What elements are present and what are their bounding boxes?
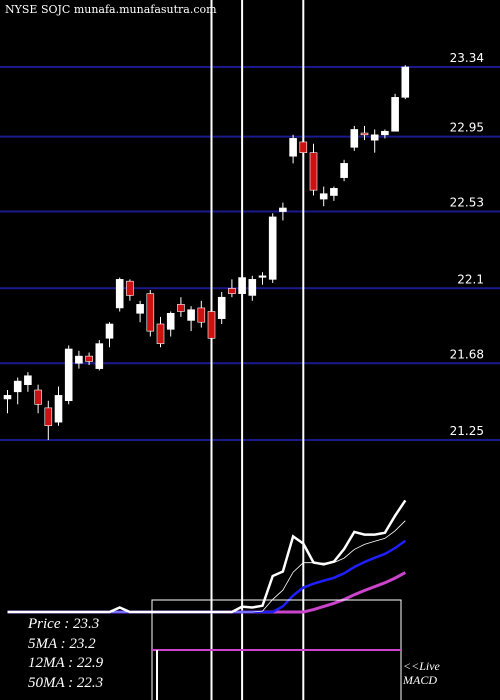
- candle-up: [95, 343, 104, 369]
- y-tick-label: 22.53: [450, 196, 484, 210]
- candle-up: [64, 348, 73, 402]
- candle-up: [54, 395, 63, 423]
- candle-up: [330, 188, 338, 196]
- y-tick-label: 21.25: [450, 424, 484, 438]
- candle-down: [309, 152, 318, 191]
- ma5-stat: 5MA : 23.2: [28, 635, 96, 652]
- candle-down: [126, 280, 134, 296]
- macd-box: [151, 599, 402, 700]
- candle-up: [279, 207, 287, 212]
- candle-up: [217, 296, 226, 319]
- live-macd-label[interactable]: <<Live MACD: [403, 659, 440, 687]
- candle-up: [319, 193, 328, 200]
- candle-up: [340, 163, 348, 178]
- price-line: [7, 499, 407, 614]
- candle-up: [248, 279, 257, 296]
- ma-mid-line: [7, 539, 407, 614]
- candle-up: [268, 216, 277, 280]
- candle-down: [156, 323, 165, 344]
- y-tick-label: 23.34: [450, 51, 484, 65]
- candle-down: [177, 304, 185, 312]
- macd-label: MACD: [403, 673, 437, 687]
- candle-up: [238, 277, 246, 294]
- live-link[interactable]: <<Live: [403, 659, 440, 673]
- candle-up: [401, 66, 410, 98]
- ma50-stat: 50MA : 22.3: [28, 674, 104, 691]
- candle-down: [228, 288, 236, 294]
- candle-up: [166, 312, 175, 330]
- candle-down: [85, 355, 93, 362]
- candle-down: [146, 293, 155, 332]
- candle-down: [34, 389, 42, 405]
- candle-up: [136, 304, 144, 314]
- candle-down: [197, 307, 206, 323]
- candle-down: [207, 311, 216, 339]
- candle-up: [381, 130, 389, 136]
- candle-up: [350, 129, 359, 148]
- price-stat: Price : 23.3: [28, 616, 100, 632]
- y-tick-label: 22.95: [450, 121, 484, 135]
- y-tick-label: 22.1: [457, 272, 484, 286]
- candle-down: [360, 132, 369, 136]
- stats-panel: Price : 23.3 5MA : 23.2 12MA : 22.9 50MA…: [28, 615, 103, 693]
- candle-up: [187, 309, 195, 321]
- candle-up: [289, 138, 297, 157]
- candle-up: [13, 380, 22, 393]
- candle-up: [258, 275, 267, 278]
- ma12-stat: 12MA : 22.9: [28, 655, 104, 671]
- candle-up: [24, 375, 32, 385]
- candle-down: [44, 407, 53, 427]
- candle-down: [299, 141, 308, 153]
- candle-up: [391, 97, 399, 132]
- candle-up: [3, 395, 12, 400]
- y-tick-label: 21.68: [450, 347, 484, 361]
- ma-long-line: [7, 571, 407, 614]
- candle-up: [75, 355, 83, 364]
- candle-up: [105, 323, 114, 339]
- candle-up: [115, 279, 124, 309]
- candle-up: [370, 134, 379, 141]
- chart-title: NYSE SOJC munafa.munafasutra.com: [5, 3, 217, 16]
